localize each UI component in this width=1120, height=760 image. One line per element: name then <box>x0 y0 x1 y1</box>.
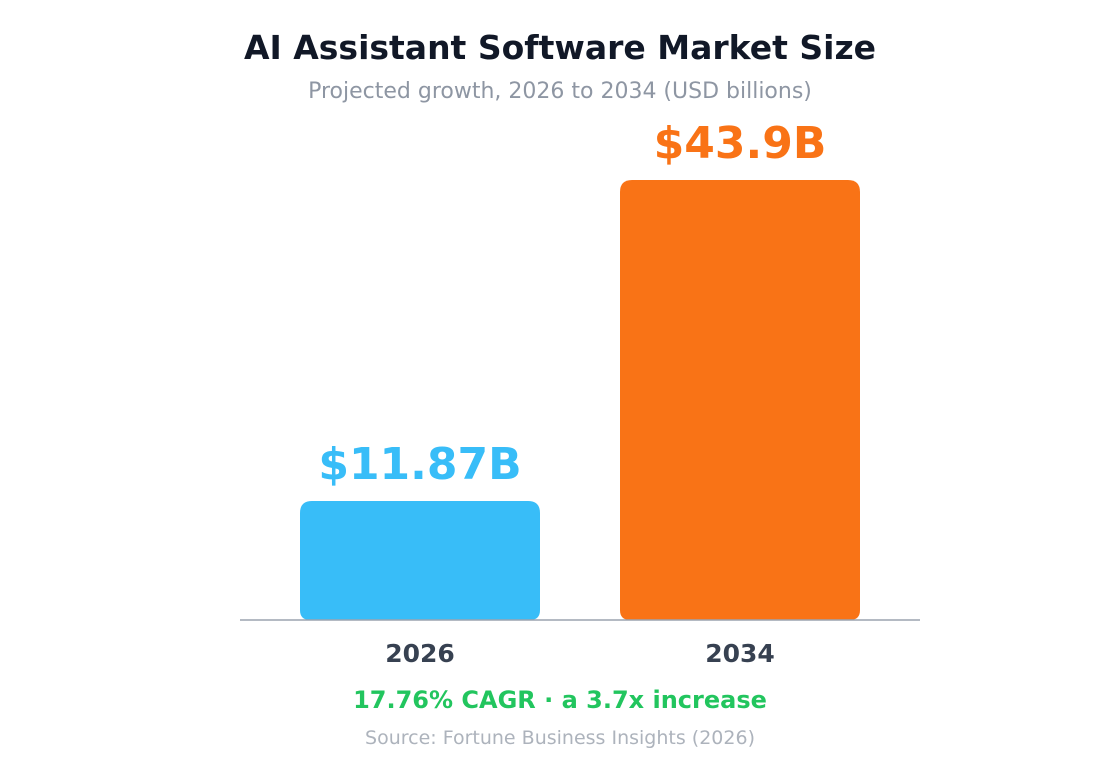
bars-group <box>300 180 860 620</box>
bar-2034 <box>620 180 860 620</box>
x-tick-label-2034: 2034 <box>705 639 775 668</box>
cagr-note: 17.76% CAGR · a 3.7x increase <box>353 686 767 714</box>
value-label-2026: $11.87B <box>318 439 521 490</box>
source-note: Source: Fortune Business Insights (2026) <box>365 727 755 749</box>
chart-subtitle: Projected growth, 2026 to 2034 (USD bill… <box>308 79 812 104</box>
value-label-2034: $43.9B <box>654 118 827 169</box>
x-tick-label-2026: 2026 <box>385 639 455 668</box>
bar-2026 <box>300 501 540 620</box>
labels-group: $11.87B 2026 $43.9B 2034 <box>318 118 826 668</box>
chart-title: AI Assistant Software Market Size <box>243 28 877 67</box>
